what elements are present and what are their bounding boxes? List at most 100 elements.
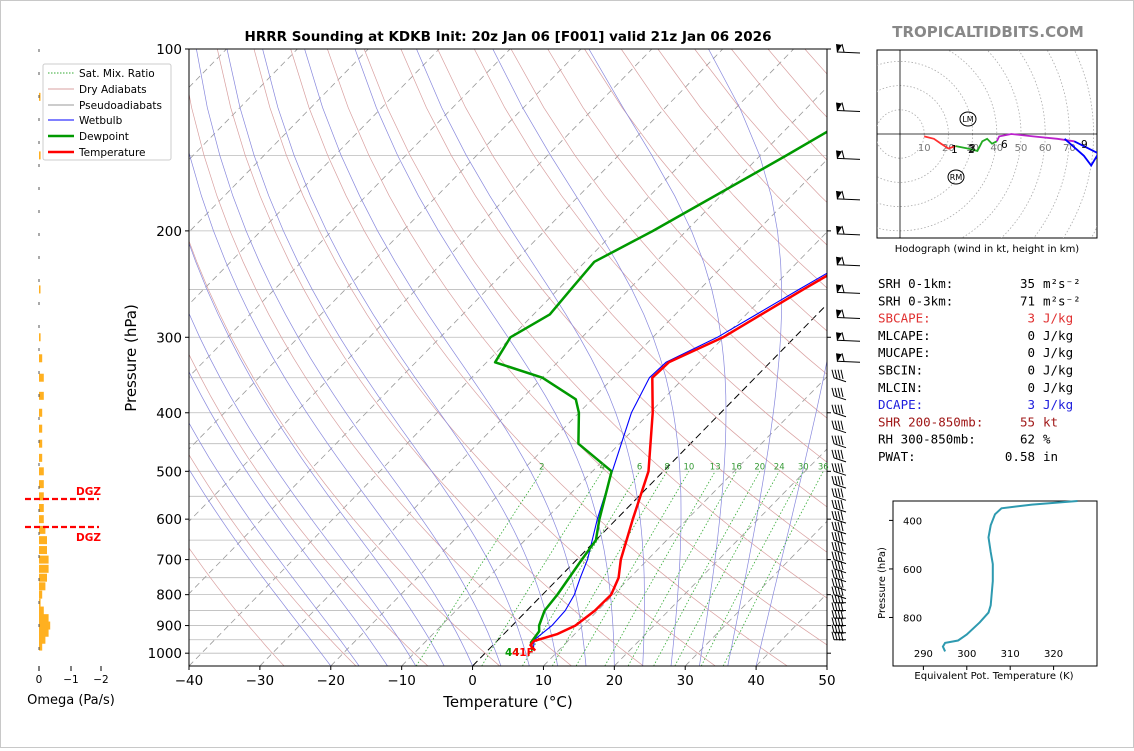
index-value-2: 3 — [1027, 311, 1035, 326]
pseudoadiabat-40 — [755, 359, 827, 666]
omega-bar-900 — [39, 621, 51, 630]
wind-barb-shaft-575 — [833, 507, 847, 513]
isotherm--50 — [189, 49, 724, 595]
index-unit-5: J/kg — [1043, 363, 1073, 378]
mixing-ratio-label-24: 24 — [774, 462, 785, 472]
theta-e-x-tick-label-310: 310 — [1001, 649, 1020, 660]
wind-barb-feather-375-2 — [837, 387, 841, 397]
wind-barb-feather-550-3 — [840, 488, 844, 498]
wind-barb-feather-550-0 — [831, 488, 835, 497]
t-tick-label--40: −40 — [175, 673, 204, 689]
isotherm-20 — [614, 448, 827, 666]
wind-barb-feather-250 — [841, 284, 845, 293]
wind-barb-feather-925-1 — [834, 624, 838, 634]
dry-adiabat-0 — [189, 240, 500, 666]
index-label-9: RH 300-850mb: — [878, 432, 976, 447]
pseudoadiabat-32 — [588, 49, 727, 666]
wind-barb-flag-125 — [836, 102, 842, 112]
mixing-ratio-line-13 — [604, 471, 716, 666]
wind-barb-flag-250 — [836, 284, 842, 294]
wind-barb-feather-700-3 — [840, 551, 844, 561]
wind-barb-flag-225 — [836, 256, 842, 266]
mixing-ratio-line-8 — [551, 471, 668, 666]
wind-barb-feather-750-2 — [837, 569, 841, 579]
wind-barb-feather-900-0 — [831, 617, 835, 626]
wind-barb-feather-425-2 — [837, 420, 841, 430]
dry-adiabat-40 — [290, 49, 788, 666]
dry-adiabat-90 — [473, 49, 827, 463]
index-label-6: MLCIN: — [878, 380, 923, 395]
legend-label-dewpoint: Dewpoint — [79, 131, 129, 143]
legend-label-pseudoadiabats: Pseudoadiabats — [79, 100, 162, 112]
wind-barb-feather-425-3 — [840, 420, 844, 430]
hodo-right-mover-marker — [947, 169, 965, 185]
p-tick-label-500: 500 — [156, 464, 182, 480]
wind-barb-shaft-200 — [836, 233, 861, 236]
index-value-6: 0 — [1027, 380, 1035, 395]
wind-barb-feather-575-0 — [831, 499, 835, 509]
wind-barb-feather-125 — [841, 102, 845, 111]
index-unit-7: J/kg — [1043, 397, 1073, 412]
index-unit-6: J/kg — [1043, 380, 1073, 395]
wind-barb-feather-900-2 — [837, 617, 841, 627]
isotherm--60 — [189, 49, 653, 522]
mixing-ratio-label-16: 16 — [731, 462, 742, 472]
wind-barb-feather-375-3 — [840, 387, 844, 398]
hodo-ring-label-50: 50 — [1015, 143, 1028, 154]
wind-barb-feather-600-3 — [840, 511, 844, 521]
index-label-4: MUCAPE: — [878, 345, 931, 360]
theta-e-x-tick-label-300: 300 — [957, 649, 976, 660]
index-label-7: DCAPE: — [878, 397, 923, 412]
wind-barb-feather-725-1 — [834, 560, 838, 570]
wind-barb-shaft-625 — [833, 529, 847, 535]
wind-barb-feather-650-1 — [834, 532, 838, 541]
wind-barb-feather-850-2 — [837, 602, 841, 612]
hodo-segment-0 — [923, 135, 956, 150]
wind-barb-feather-925-2 — [837, 624, 841, 634]
theta-e-x-tick-label-320: 320 — [1044, 649, 1063, 660]
wind-barb-feather-350-1 — [834, 369, 838, 379]
p-tick-label-100: 100 — [156, 42, 182, 58]
wind-barb-feather-525-2 — [837, 476, 841, 486]
index-value-5: 0 — [1027, 363, 1035, 378]
site-brand[interactable]: TROPICALTIDBITS.COM — [892, 23, 1084, 41]
wind-barb-flag-175 — [836, 190, 842, 200]
pseudoadiabat-24 — [416, 49, 645, 666]
omega-bar-600 — [39, 515, 44, 524]
t-tick-label-30: 30 — [677, 673, 694, 689]
index-value-10: 0.58 — [1005, 449, 1035, 464]
index-label-3: MLCAPE: — [878, 328, 931, 343]
p-tick-label-1000: 1000 — [148, 646, 182, 662]
index-label-0: SRH 0-1km: — [878, 276, 953, 291]
mixing-ratio-line-6 — [522, 471, 640, 666]
wind-barb-shaft-175 — [836, 198, 861, 201]
wind-barb-flag-100 — [836, 44, 842, 53]
isotherm-10 — [543, 376, 827, 666]
wind-barb-feather-475-0 — [831, 449, 835, 458]
omega-bar-750 — [39, 573, 47, 582]
wind-barb-shaft-650 — [833, 539, 847, 545]
wind-barb-shaft-250 — [836, 291, 861, 294]
p-tick-label-300: 300 — [156, 330, 182, 346]
wind-barb-feather-550-1 — [834, 488, 838, 497]
wind-barb-feather-350-3 — [840, 369, 844, 380]
omega-bar-675 — [39, 546, 47, 555]
wind-barb-feather-675-3 — [840, 541, 844, 552]
wind-barb-flag-150 — [836, 150, 842, 160]
surface-dewpoint-label: 44 — [505, 647, 520, 659]
index-unit-10: in — [1043, 449, 1058, 464]
wind-barb-shaft-775 — [833, 585, 847, 591]
skewt-profiles — [493, 130, 827, 652]
wind-barb-feather-875-3 — [840, 610, 844, 620]
theta-e-profile — [941, 500, 1078, 652]
dry-adiabat-100 — [510, 49, 827, 419]
pseudoadiabat-4 — [196, 49, 502, 666]
index-label-5: SBCIN: — [878, 363, 923, 378]
wind-barb-shaft-150 — [836, 157, 861, 160]
wind-barb-feather-100 — [841, 43, 845, 53]
wind-barb-shaft-375 — [833, 395, 847, 401]
wind-barb-feather-450-0 — [831, 435, 835, 444]
